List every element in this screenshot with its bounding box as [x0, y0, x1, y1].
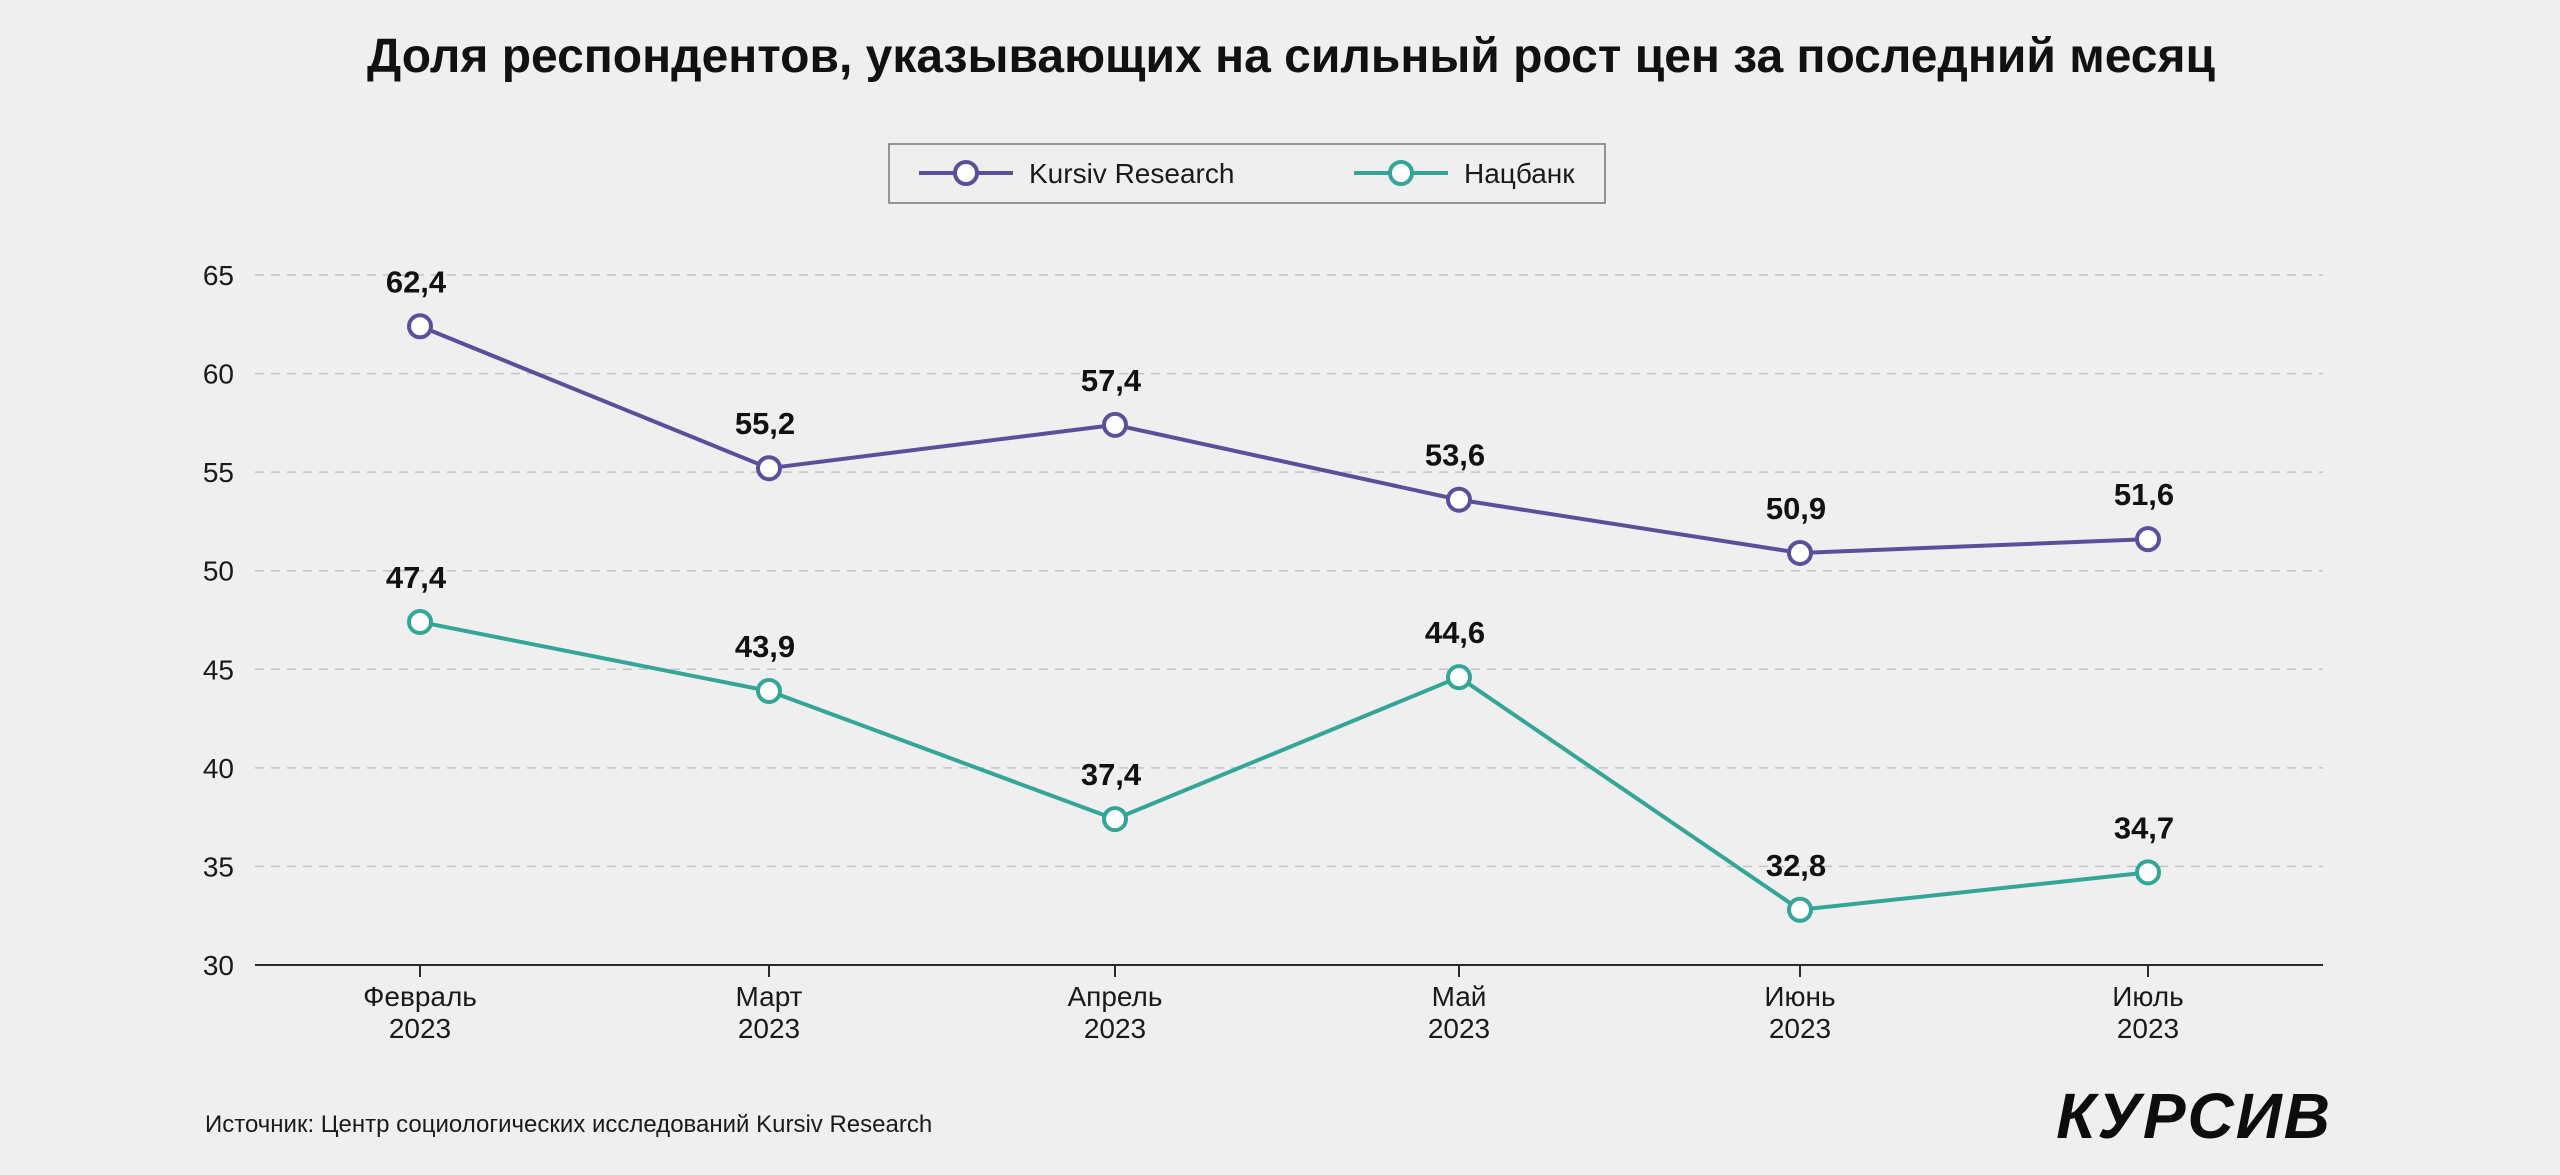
y-tick-label: 55	[203, 457, 234, 488]
x-tick-year: 2023	[738, 1013, 800, 1044]
legend-label: Нацбанк	[1464, 158, 1575, 189]
data-point	[756, 455, 782, 482]
data-label: 53,6	[1425, 438, 1485, 473]
x-tick-year: 2023	[389, 1013, 451, 1044]
data-label: 62,4	[386, 264, 447, 299]
data-point	[1446, 664, 1472, 691]
data-point	[2135, 859, 2161, 886]
data-point	[407, 608, 433, 635]
x-tick-year: 2023	[1769, 1013, 1831, 1044]
data-label: 44,6	[1425, 615, 1485, 650]
data-label: 47,4	[386, 560, 447, 595]
legend: Kursiv Research Нацбанк	[888, 143, 1606, 204]
data-label: 57,4	[1081, 363, 1142, 398]
data-point	[1787, 896, 1813, 923]
data-point	[2135, 526, 2161, 553]
data-point	[1446, 486, 1472, 513]
x-tick-label: Апрель	[1068, 981, 1163, 1012]
y-tick-label: 35	[203, 851, 234, 882]
series-layer	[407, 313, 2161, 923]
y-tick-label: 50	[203, 556, 234, 587]
y-tick-label: 30	[203, 950, 234, 981]
grid	[255, 274, 2323, 868]
source-note: Источник: Центр социологических исследов…	[205, 1111, 932, 1138]
y-tick-label: 45	[203, 654, 234, 685]
data-point	[1102, 411, 1128, 438]
data-point	[756, 677, 782, 704]
x-tick-year: 2023	[1084, 1013, 1146, 1044]
x-tick-label: Май	[1432, 981, 1487, 1012]
data-label: 37,4	[1081, 757, 1142, 792]
brand-logo: КУРСИВ	[2056, 1080, 2332, 1152]
series-line	[419, 620, 2149, 912]
data-point	[1787, 539, 1813, 566]
data-label: 32,8	[1766, 848, 1826, 883]
legend-box	[888, 143, 1606, 204]
y-tick-label: 65	[203, 260, 234, 291]
x-axis: Февраль2023Март2023Апрель2023Май2023Июнь…	[255, 964, 2323, 1044]
x-tick-label: Июнь	[1764, 981, 1835, 1012]
data-point	[1102, 806, 1128, 833]
data-point	[407, 313, 433, 340]
data-label: 43,9	[735, 629, 795, 664]
x-tick-year: 2023	[1428, 1013, 1490, 1044]
legend-label: Kursiv Research	[1029, 158, 1234, 189]
y-tick-label: 40	[203, 753, 234, 784]
x-tick-label: Февраль	[363, 981, 477, 1012]
legend-marker	[1388, 160, 1414, 186]
series-line	[419, 324, 2149, 555]
x-tick-label: Июль	[2112, 981, 2183, 1012]
y-axis: 30 35 40 45 50 55 60 65	[203, 260, 234, 981]
data-label: 51,6	[2114, 477, 2174, 512]
data-label: 50,9	[1766, 491, 1826, 526]
data-labels: 62,4 55,2 57,4 53,6 50,9 51,6 47,4 43,9 37,4 44,6…	[386, 264, 2174, 883]
chart-title: Доля респондентов, указывающих на сильны…	[367, 30, 2216, 83]
data-label: 55,2	[735, 406, 795, 441]
y-tick-label: 60	[203, 359, 234, 390]
data-label: 34,7	[2114, 810, 2174, 845]
x-tick-label: Март	[736, 981, 803, 1012]
legend-marker	[953, 160, 979, 186]
x-tick-year: 2023	[2117, 1013, 2179, 1044]
